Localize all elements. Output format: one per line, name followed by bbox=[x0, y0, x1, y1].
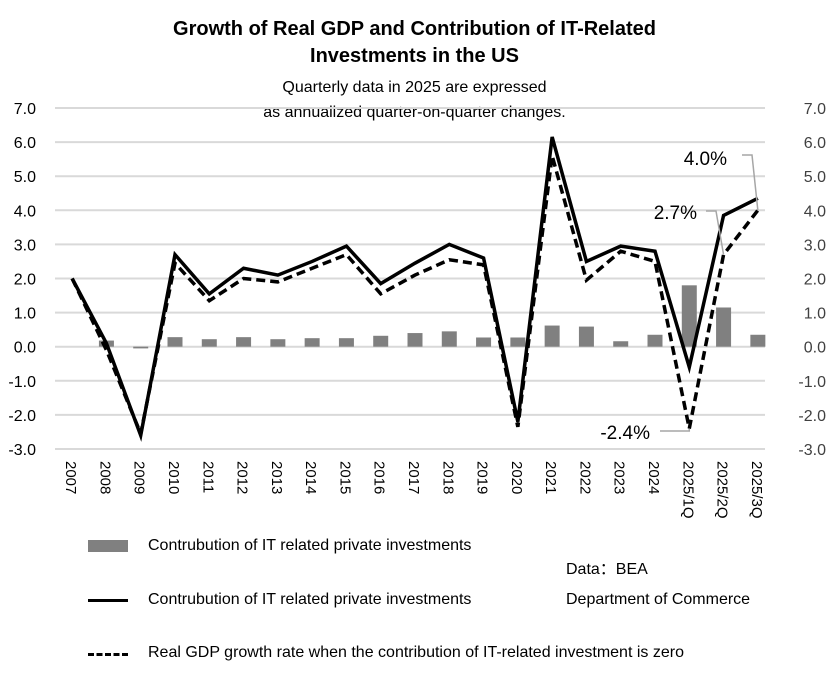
annotation-leader-line bbox=[742, 154, 759, 211]
y-tick-label-right: -3.0 bbox=[798, 442, 826, 459]
x-tick-label: 2025/3Q bbox=[748, 461, 765, 519]
y-tick-label-right: 1.0 bbox=[804, 306, 826, 323]
chart-title-line2: Investments in the US bbox=[310, 45, 519, 67]
x-tick-label: 2014 bbox=[302, 461, 319, 494]
y-tick-label-left: 7.0 bbox=[14, 101, 36, 118]
bar bbox=[681, 285, 697, 347]
y-tick-label-left: 1.0 bbox=[14, 306, 36, 323]
x-tick-label: 2020 bbox=[508, 461, 525, 494]
y-tick-label-left: 0.0 bbox=[14, 340, 36, 357]
source-line1: Data：BEA bbox=[566, 561, 648, 578]
solid-line-series bbox=[70, 136, 759, 442]
bar bbox=[373, 335, 389, 347]
x-tick-label: 2009 bbox=[131, 461, 148, 494]
bar-series bbox=[98, 285, 766, 349]
bar bbox=[304, 338, 320, 347]
y-tick-label-right: -2.0 bbox=[798, 408, 826, 425]
y-tick-label-right: 0.0 bbox=[804, 340, 826, 357]
source-line2: Department of Commerce bbox=[566, 591, 751, 608]
x-tick-label: 2018 bbox=[439, 461, 456, 494]
x-tick-label: 2010 bbox=[165, 461, 182, 494]
x-tick-label: 2011 bbox=[199, 461, 216, 493]
y-tick-label-left: 4.0 bbox=[14, 203, 36, 220]
x-tick-label: 2012 bbox=[234, 461, 251, 494]
legend-label-bar: Contrubution of IT related private inves… bbox=[148, 537, 472, 554]
y-tick-label-left: -3.0 bbox=[8, 442, 36, 459]
chart-subtitle-line1: Quarterly data in 2025 are expressed bbox=[282, 79, 547, 96]
bar bbox=[544, 325, 560, 347]
y-tick-label-right: 2.0 bbox=[804, 272, 826, 289]
bar bbox=[201, 339, 217, 347]
x-tick-label: 2008 bbox=[96, 461, 113, 494]
annotation-label: 4.0% bbox=[684, 149, 727, 170]
annotation-label: 2.7% bbox=[654, 203, 697, 224]
chart-plot: 7.0 6.0 5.0 4.0 3.0 2.0 1.0 0.0 -1.0 -2.0 -3.0 7.0… bbox=[8, 101, 826, 519]
x-tick-label: 2023 bbox=[611, 461, 628, 494]
bar bbox=[441, 331, 457, 347]
y-tick-label-right: 6.0 bbox=[804, 135, 826, 152]
annotation-label: -2.4% bbox=[600, 423, 650, 444]
legend-swatch-bar bbox=[88, 540, 128, 552]
bar bbox=[236, 337, 252, 347]
x-tick-label: 2019 bbox=[474, 461, 491, 494]
bar bbox=[338, 338, 354, 347]
y-axis-right: 7.0 6.0 5.0 4.0 3.0 2.0 1.0 0.0 -1.0 -2.0 -3.0 bbox=[798, 101, 826, 459]
chart-title-line1: Growth of Real GDP and Contribution of I… bbox=[173, 18, 656, 40]
x-tick-label: 2017 bbox=[405, 461, 422, 494]
x-tick-label: 2025/2Q bbox=[714, 461, 731, 519]
bar bbox=[510, 337, 526, 347]
x-tick-label: 2025/1Q bbox=[679, 461, 696, 519]
x-tick-label: 2022 bbox=[576, 461, 593, 494]
y-axis-left: 7.0 6.0 5.0 4.0 3.0 2.0 1.0 0.0 -1.0 -2.0 -3.0 bbox=[8, 101, 36, 459]
y-tick-label-right: -1.0 bbox=[798, 374, 826, 391]
legend-label-dashed-line: Real GDP growth rate when the contributi… bbox=[148, 644, 684, 661]
x-tick-label: 2007 bbox=[62, 461, 79, 494]
bar bbox=[167, 337, 183, 347]
bar bbox=[578, 326, 594, 347]
y-tick-label-right: 5.0 bbox=[804, 169, 826, 186]
bar bbox=[716, 307, 732, 347]
y-tick-label-right: 4.0 bbox=[804, 203, 826, 220]
y-tick-label-right: 3.0 bbox=[804, 237, 826, 254]
y-tick-label-left: -1.0 bbox=[8, 374, 36, 391]
y-tick-label-left: 3.0 bbox=[14, 237, 36, 254]
y-tick-label-left: 5.0 bbox=[14, 169, 36, 186]
y-tick-label-right: 7.0 bbox=[804, 101, 826, 118]
x-tick-label: 2015 bbox=[336, 461, 353, 494]
bar bbox=[270, 339, 286, 347]
legend-swatch-solid-line bbox=[88, 599, 128, 602]
annotations: 4.0% 2.7% -2.4% bbox=[600, 149, 759, 444]
y-tick-label-left: 2.0 bbox=[14, 272, 36, 289]
annotation-leader-line bbox=[706, 210, 725, 255]
bar bbox=[647, 334, 663, 347]
y-tick-label-left: 6.0 bbox=[14, 135, 36, 152]
legend-label-solid-line: Contrubution of IT related private inves… bbox=[148, 591, 472, 608]
bar bbox=[750, 334, 766, 347]
x-tick-label: 2013 bbox=[268, 461, 285, 494]
bar bbox=[407, 333, 423, 347]
x-tick-label: 2016 bbox=[371, 461, 388, 494]
legend-swatch-dashed-line bbox=[88, 653, 128, 656]
bar bbox=[133, 346, 149, 349]
bar bbox=[476, 337, 492, 347]
x-axis-labels: 2007 2008 2009 2010 2011 2012 2013 2014 2015 2016… bbox=[62, 461, 765, 519]
line-series bbox=[70, 136, 760, 442]
x-tick-label: 2024 bbox=[645, 461, 662, 494]
annotation-leader-line bbox=[660, 428, 691, 432]
dashed-line-series bbox=[70, 155, 760, 440]
x-tick-label: 2021 bbox=[542, 461, 559, 494]
bar bbox=[613, 341, 629, 347]
y-tick-label-left: -2.0 bbox=[8, 408, 36, 425]
